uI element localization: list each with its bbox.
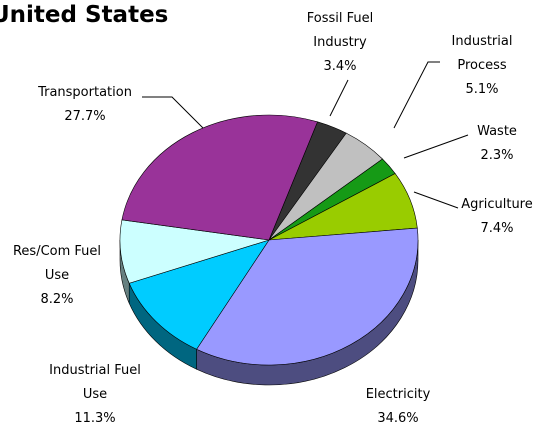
value-label: 7.4% [480,221,514,236]
leader-line [393,61,440,129]
leader-line [413,191,459,209]
category-label: Fossil Fuel Industry [306,11,374,50]
value-label: 8.2% [40,292,74,307]
slice-label: Electricity 34.6% [348,383,448,431]
slice-label: Res/Com Fuel Use 8.2% [7,240,107,312]
slice-label: Waste 2.3% [457,120,537,168]
value-label: 27.7% [64,109,106,124]
value-label: 11.3% [74,411,116,426]
value-label: 34.6% [377,411,419,426]
value-label: 2.3% [480,148,514,163]
category-label: Res/Com Fuel Use [12,244,102,283]
category-label: Agriculture [461,197,533,212]
leader-line [403,134,469,159]
leader-lines [142,61,469,209]
slice-label: Industrial Fuel Use 11.3% [38,359,153,431]
slice-label: Fossil Fuel Industry 3.4% [295,7,385,79]
category-label: Electricity [365,387,431,402]
slice-label: Industrial Process 5.1% [442,30,522,102]
category-label: Industrial Fuel Use [49,363,141,402]
category-label: Transportation [38,85,132,100]
leader-line [142,96,208,133]
value-label: 5.1% [465,82,499,97]
pie-slice [196,227,419,366]
pie-slice [121,114,318,241]
category-label: Industrial Process [451,34,513,73]
pie-top [119,114,419,366]
category-label: Waste [477,124,517,139]
leader-line [329,79,349,117]
slice-label: Agriculture 7.4% [447,193,547,241]
value-label: 3.4% [323,59,357,74]
slice-label: Transportation 27.7% [20,81,150,129]
chart-title: United States [0,2,169,28]
pie-slice [128,239,270,350]
